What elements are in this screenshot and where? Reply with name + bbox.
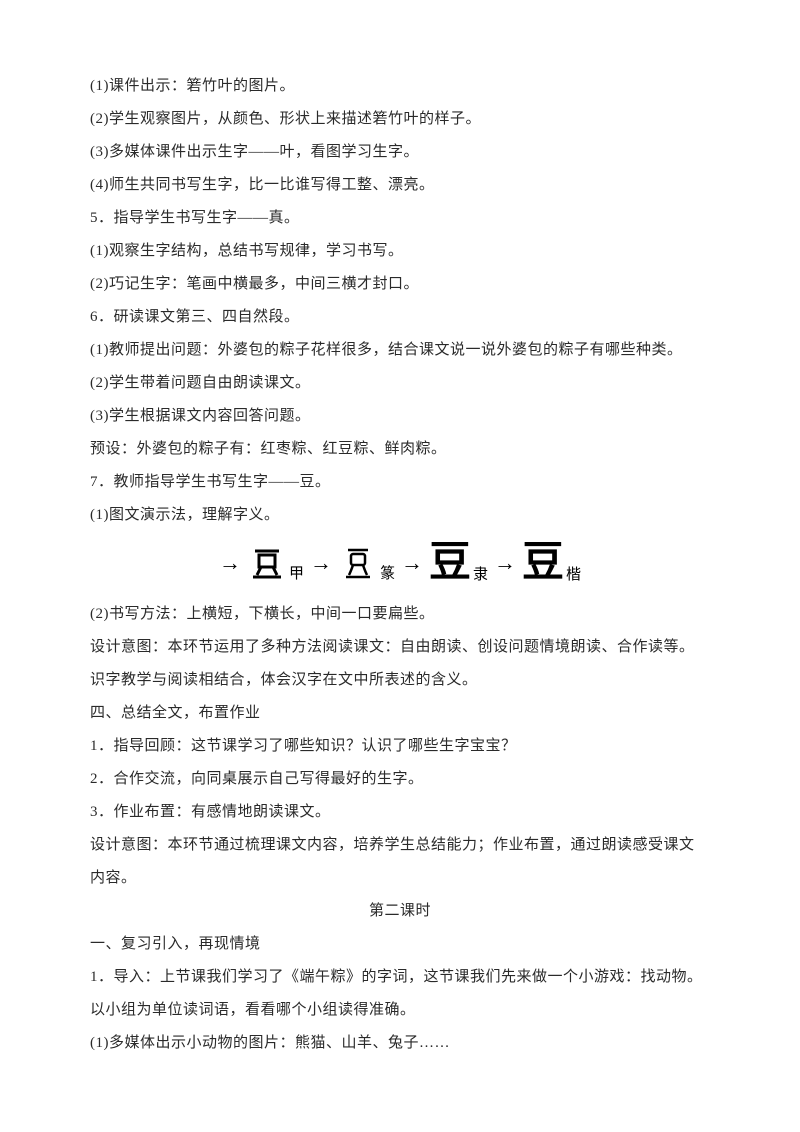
paragraph-line: (1)教师提出问题：外婆包的粽子花样很多，结合课文说一说外婆包的粽子有哪些种类。 [90, 334, 710, 367]
paragraph-line: 四、总结全文，布置作业 [90, 697, 710, 730]
paragraph-line: 设计意图：本环节运用了多种方法阅读课文：自由朗读、创设问题情境朗读、合作读等。 [90, 631, 710, 664]
document-page: (1)课件出示：箬竹叶的图片。 (2)学生观察图片，从颜色、形状上来描述箬竹叶的… [0, 0, 800, 1110]
arrow-icon: → [494, 550, 516, 576]
paragraph-line: (2)学生带着问题自由朗读课文。 [90, 367, 710, 400]
paragraph-line: 2．合作交流，向同桌展示自己写得最好的生字。 [90, 763, 710, 796]
paragraph-line: (3)多媒体课件出示生字——叶，看图学习生字。 [90, 136, 710, 169]
paragraph-line: 一、复习引入，再现情境 [90, 928, 710, 961]
paragraph-line: 5．指导学生书写生字——真。 [90, 202, 710, 235]
paragraph-line: (3)学生根据课文内容回答问题。 [90, 400, 710, 433]
paragraph-line: (4)师生共同书写生字，比一比谁写得工整、漂亮。 [90, 169, 710, 202]
glyph-stage-regular: 豆 楷 [522, 542, 581, 584]
glyph-stage-label: 楷 [566, 563, 581, 584]
arrow-icon: → [401, 550, 423, 576]
glyph-stage-seal: 篆 [338, 543, 395, 583]
glyph-stage-label: 甲 [289, 562, 304, 583]
paragraph-line: (1)课件出示：箬竹叶的图片。 [90, 70, 710, 103]
paragraph-line: 以小组为单位读词语，看看哪个小组读得准确。 [90, 994, 710, 1027]
paragraph-line: 设计意图：本环节通过梳理课文内容，培养学生总结能力；作业布置，通过朗读感受课文 [90, 829, 710, 862]
paragraph-line: (1)观察生字结构，总结书写规律，学习书写。 [90, 235, 710, 268]
paragraph-line: 预设：外婆包的粽子有：红枣粽、红豆粽、鲜肉粽。 [90, 433, 710, 466]
glyph-stage-label: 隶 [473, 563, 488, 584]
paragraph-line: 3．作业布置：有感情地朗读课文。 [90, 796, 710, 829]
glyph-stage-label: 篆 [380, 562, 395, 583]
paragraph-line: 1．导入：上节课我们学习了《端午粽》的字词，这节课我们先来做一个小游戏：找动物。 [90, 961, 710, 994]
paragraph-line: 内容。 [90, 862, 710, 895]
paragraph-line: 6．研读课文第三、四自然段。 [90, 301, 710, 334]
paragraph-line: 识字教学与阅读相结合，体会汉字在文中所表述的含义。 [90, 664, 710, 697]
character-evolution-diagram: → 甲 → 篆 → 豆 隶 → [90, 532, 710, 598]
paragraph-line: 1．指导回顾：这节课学习了哪些知识？认识了哪些生字宝宝？ [90, 730, 710, 763]
paragraph-line: (2)巧记生字：笔画中横最多，中间三横才封口。 [90, 268, 710, 301]
paragraph-line: (1)多媒体出示小动物的图片：熊猫、山羊、兔子…… [90, 1027, 710, 1060]
glyph-regular: 豆 [522, 542, 564, 584]
arrow-icon: → [310, 550, 332, 576]
section-heading: 第二课时 [90, 895, 710, 928]
glyph-stage-clerical: 豆 隶 [429, 542, 488, 584]
paragraph-line: (2)书写方法：上横短，下横长，中间一口要扁些。 [90, 598, 710, 631]
paragraph-line: 7．教师指导学生书写生字——豆。 [90, 466, 710, 499]
paragraph-line: (2)学生观察图片，从颜色、形状上来描述箬竹叶的样子。 [90, 103, 710, 136]
arrow-icon: → [219, 550, 241, 576]
glyph-seal-icon [338, 543, 378, 583]
glyph-oracle-icon [247, 543, 287, 583]
glyph-clerical: 豆 [429, 542, 471, 584]
paragraph-line: (1)图文演示法，理解字义。 [90, 499, 710, 532]
glyph-stage-oracle: 甲 [247, 543, 304, 583]
